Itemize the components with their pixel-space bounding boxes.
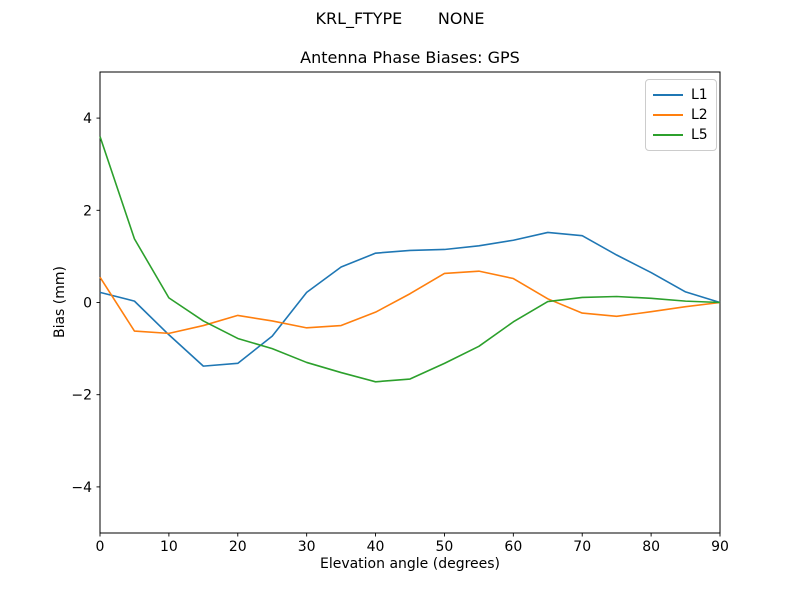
x-tick-label: 70	[573, 539, 591, 555]
x-tick-label: 20	[229, 539, 247, 555]
y-tick-label: −2	[71, 388, 92, 404]
legend-line-swatch-l5	[653, 134, 683, 136]
plot-line-L2	[99, 270, 721, 335]
chart-title: Antenna Phase Biases: GPS	[300, 48, 520, 67]
legend-line-swatch-l2	[653, 114, 683, 116]
legend-item-l5: L5	[653, 125, 708, 145]
legend: L1 L2 L5	[645, 79, 717, 151]
y-tick-label: −4	[71, 480, 92, 496]
figure-suptitle: KRL_FTYPE NONE	[315, 9, 485, 28]
x-axis-ticks: 0 10 20 30 40 50 60 70 80 90	[96, 533, 729, 555]
y-tick-label: 4	[83, 111, 92, 127]
legend-label-l1: L1	[691, 87, 708, 103]
x-tick-label: 40	[367, 539, 385, 555]
x-tick-label: 60	[504, 539, 522, 555]
y-tick-label: 0	[83, 296, 92, 312]
x-tick-label: 0	[96, 539, 105, 555]
x-tick-label: 90	[711, 539, 729, 555]
axes-frame	[99, 71, 721, 534]
legend-item-l2: L2	[653, 105, 708, 125]
legend-item-l1: L1	[653, 85, 708, 105]
x-tick-label: 80	[642, 539, 660, 555]
y-axis-label: Bias (mm)	[52, 265, 68, 339]
y-axis-ticks: −4 −2 0 2 4	[71, 111, 100, 496]
plot-line-L1	[99, 231, 721, 367]
legend-label-l2: L2	[691, 107, 708, 123]
legend-label-l5: L5	[691, 127, 708, 143]
x-tick-label: 50	[436, 539, 454, 555]
x-axis-label: Elevation angle (degrees)	[319, 556, 501, 572]
x-tick-label: 10	[160, 539, 178, 555]
plot-line-L5	[99, 136, 721, 383]
y-tick-label: 2	[83, 203, 92, 219]
x-tick-label: 30	[298, 539, 316, 555]
legend-line-swatch-l1	[653, 94, 683, 96]
